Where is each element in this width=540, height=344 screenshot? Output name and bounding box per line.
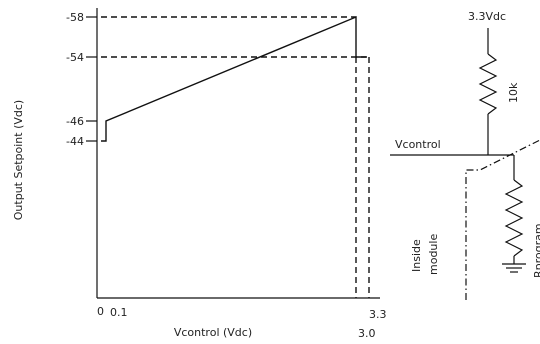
series-group	[101, 15, 366, 142]
series-line	[101, 15, 366, 142]
y-tick-label: -58	[66, 11, 84, 24]
y-tick-labels: -58 -54 -46 -44	[66, 11, 97, 148]
x-tick-label: 3.3	[369, 308, 387, 321]
supply-label: 3.3Vdc	[468, 10, 506, 23]
y-axis-label: Output Setpoint (Vdc)	[12, 100, 25, 220]
schematic: 3.3Vdc 10k Vcontrol Inside module Rprogr…	[390, 10, 540, 300]
x-tick-label: 3.0	[358, 327, 376, 340]
axes	[96, 8, 380, 299]
y-tick-label: -46	[66, 115, 84, 128]
y-tick-label: -44	[66, 135, 84, 148]
module-label-line1: Inside	[410, 239, 423, 272]
x-tick-labels: 0 0.1 3.0 3.3	[97, 305, 387, 340]
guide-lines	[101, 16, 370, 298]
module-boundary	[465, 139, 540, 300]
rprogram-label: Rprogram	[532, 223, 540, 278]
x-axis-label: Vcontrol (Vdc)	[174, 326, 252, 339]
rprogram-resistor	[504, 179, 524, 257]
x-tick-label: 0.1	[110, 306, 128, 319]
vcontrol-node-label: Vcontrol	[395, 138, 441, 151]
pullup-resistor	[478, 53, 498, 115]
module-label-line2: module	[427, 234, 440, 275]
y-tick-label: -54	[66, 51, 84, 64]
x-tick-label: 0	[97, 305, 104, 318]
resistor-label: 10k	[507, 82, 520, 103]
